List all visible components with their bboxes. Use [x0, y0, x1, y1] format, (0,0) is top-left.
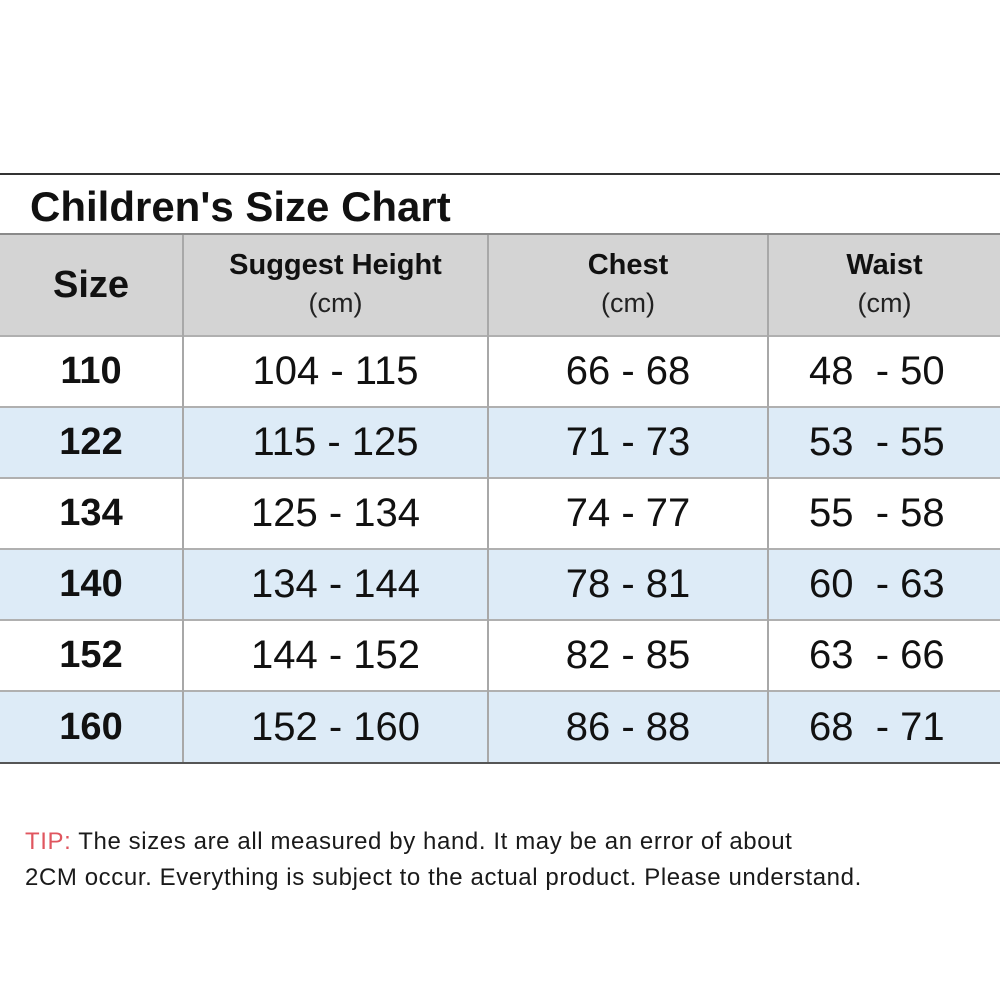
- header-size: Size: [0, 235, 183, 336]
- size-cell: 110: [60, 350, 122, 392]
- header-chest-unit: (cm): [601, 288, 655, 318]
- height-cell: 144 - 152: [182, 620, 488, 691]
- height-cell: 125 - 134: [182, 478, 488, 549]
- chest-cell: 78 - 81: [487, 549, 768, 620]
- table-row: 110 104 - 115 66 - 68 48 - 50: [0, 336, 1000, 407]
- chest-cell: 86 - 88: [487, 691, 768, 762]
- height-cell: 152 - 160: [182, 691, 488, 762]
- chest-cell: 66 - 68: [487, 336, 768, 407]
- chart-title: Children's Size Chart: [0, 175, 1000, 235]
- header-size-label: Size: [52, 263, 130, 306]
- table-row: 134 125 - 134 74 - 77 55 - 58: [0, 478, 1000, 549]
- tip-text-1: The sizes are all measured by hand. It m…: [78, 828, 793, 855]
- header-waist-label: Waist: [846, 249, 923, 281]
- chest-cell: 74 - 77: [487, 478, 768, 549]
- header-row: Size Suggest Height (cm) Chest (cm) Wais…: [0, 235, 1000, 336]
- waist-cell: 60 - 63: [767, 549, 1000, 620]
- table-row: 160 152 - 160 86 - 88 68 - 71: [0, 691, 1000, 762]
- waist-cell: 53 - 55: [767, 407, 1000, 478]
- size-table: Size Suggest Height (cm) Chest (cm) Wais…: [0, 235, 1000, 762]
- size-cell: 122: [59, 421, 123, 463]
- height-cell: 115 - 125: [182, 407, 488, 478]
- height-cell: 104 - 115: [182, 336, 488, 407]
- waist-cell: 63 - 66: [767, 620, 1000, 691]
- header-height: Suggest Height (cm): [182, 235, 488, 336]
- height-cell: 134 - 144: [182, 549, 488, 620]
- waist-cell: 48 - 50: [767, 336, 1000, 407]
- header-waist: Waist (cm): [767, 235, 1000, 336]
- waist-cell: 68 - 71: [767, 691, 1000, 762]
- table-row: 152 144 - 152 82 - 85 63 - 66: [0, 620, 1000, 691]
- size-cell: 152: [59, 634, 123, 676]
- tip-text-2: 2CM occur. Everything is subject to the …: [25, 864, 862, 891]
- tip-label: TIP:: [25, 828, 72, 855]
- header-waist-unit: (cm): [857, 288, 912, 318]
- tip-note: TIP: The sizes are all measured by hand.…: [25, 824, 995, 896]
- header-chest-label: Chest: [587, 249, 669, 281]
- size-cell: 134: [59, 492, 123, 534]
- header-height-label: Suggest Height: [229, 249, 442, 281]
- tip-line-1: TIP: The sizes are all measured by hand.…: [25, 824, 995, 860]
- size-cell: 160: [59, 705, 123, 748]
- chest-cell: 71 - 73: [487, 407, 768, 478]
- table-row: 122 115 - 125 71 - 73 53 - 55: [0, 407, 1000, 478]
- header-chest: Chest (cm): [487, 235, 768, 336]
- waist-cell: 55 - 58: [767, 478, 1000, 549]
- table-row: 140 134 - 144 78 - 81 60 - 63: [0, 549, 1000, 620]
- chest-cell: 82 - 85: [487, 620, 768, 691]
- size-cell: 140: [59, 563, 123, 605]
- header-height-unit: (cm): [308, 288, 363, 318]
- size-chart: Children's Size Chart Size Suggest Heigh…: [0, 173, 1000, 764]
